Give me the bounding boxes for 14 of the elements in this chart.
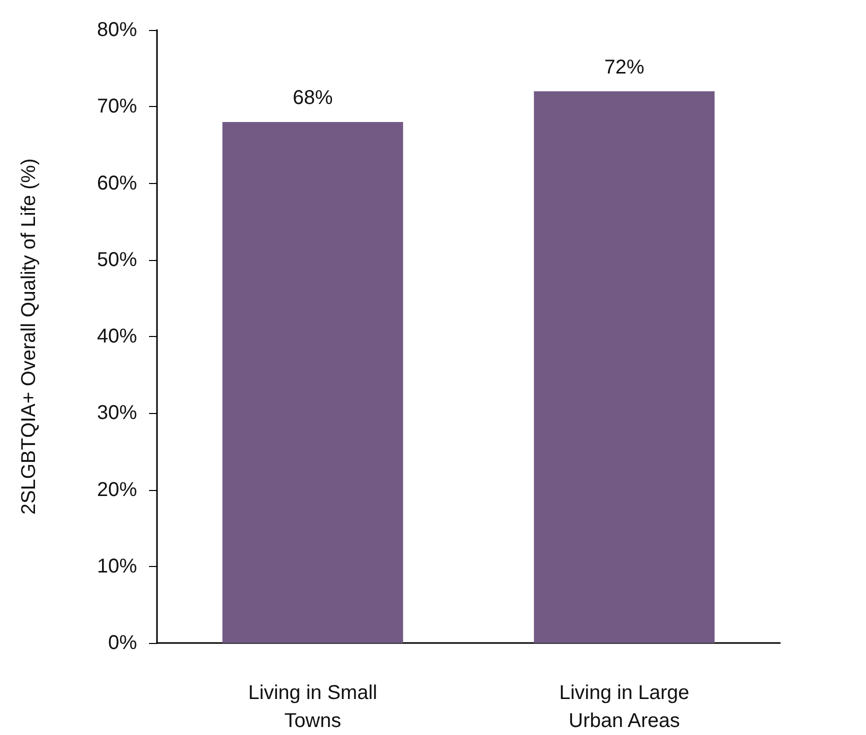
y-tick-label: 0%: [108, 632, 138, 654]
x-tick-label: Living in Small Towns: [248, 682, 378, 732]
y-axis-title: 2SLGBTQIA+ Overall Quality of Life (%): [18, 158, 40, 515]
y-tick-label: 20%: [96, 478, 138, 501]
data-label: 68%: [292, 86, 333, 109]
y-tick-label: 80%: [96, 19, 138, 41]
data-label: 72%: [604, 56, 644, 78]
y-tick-label: 50%: [96, 248, 138, 271]
y-tick-label: 30%: [96, 402, 138, 424]
y-tick-label: 10%: [96, 555, 138, 578]
y-tick-label: 60%: [96, 172, 138, 194]
y-tick-label: 40%: [96, 326, 138, 348]
x-tick-label: Living in Large Urban Areas: [559, 682, 690, 732]
y-tick-label: 70%: [96, 96, 138, 118]
